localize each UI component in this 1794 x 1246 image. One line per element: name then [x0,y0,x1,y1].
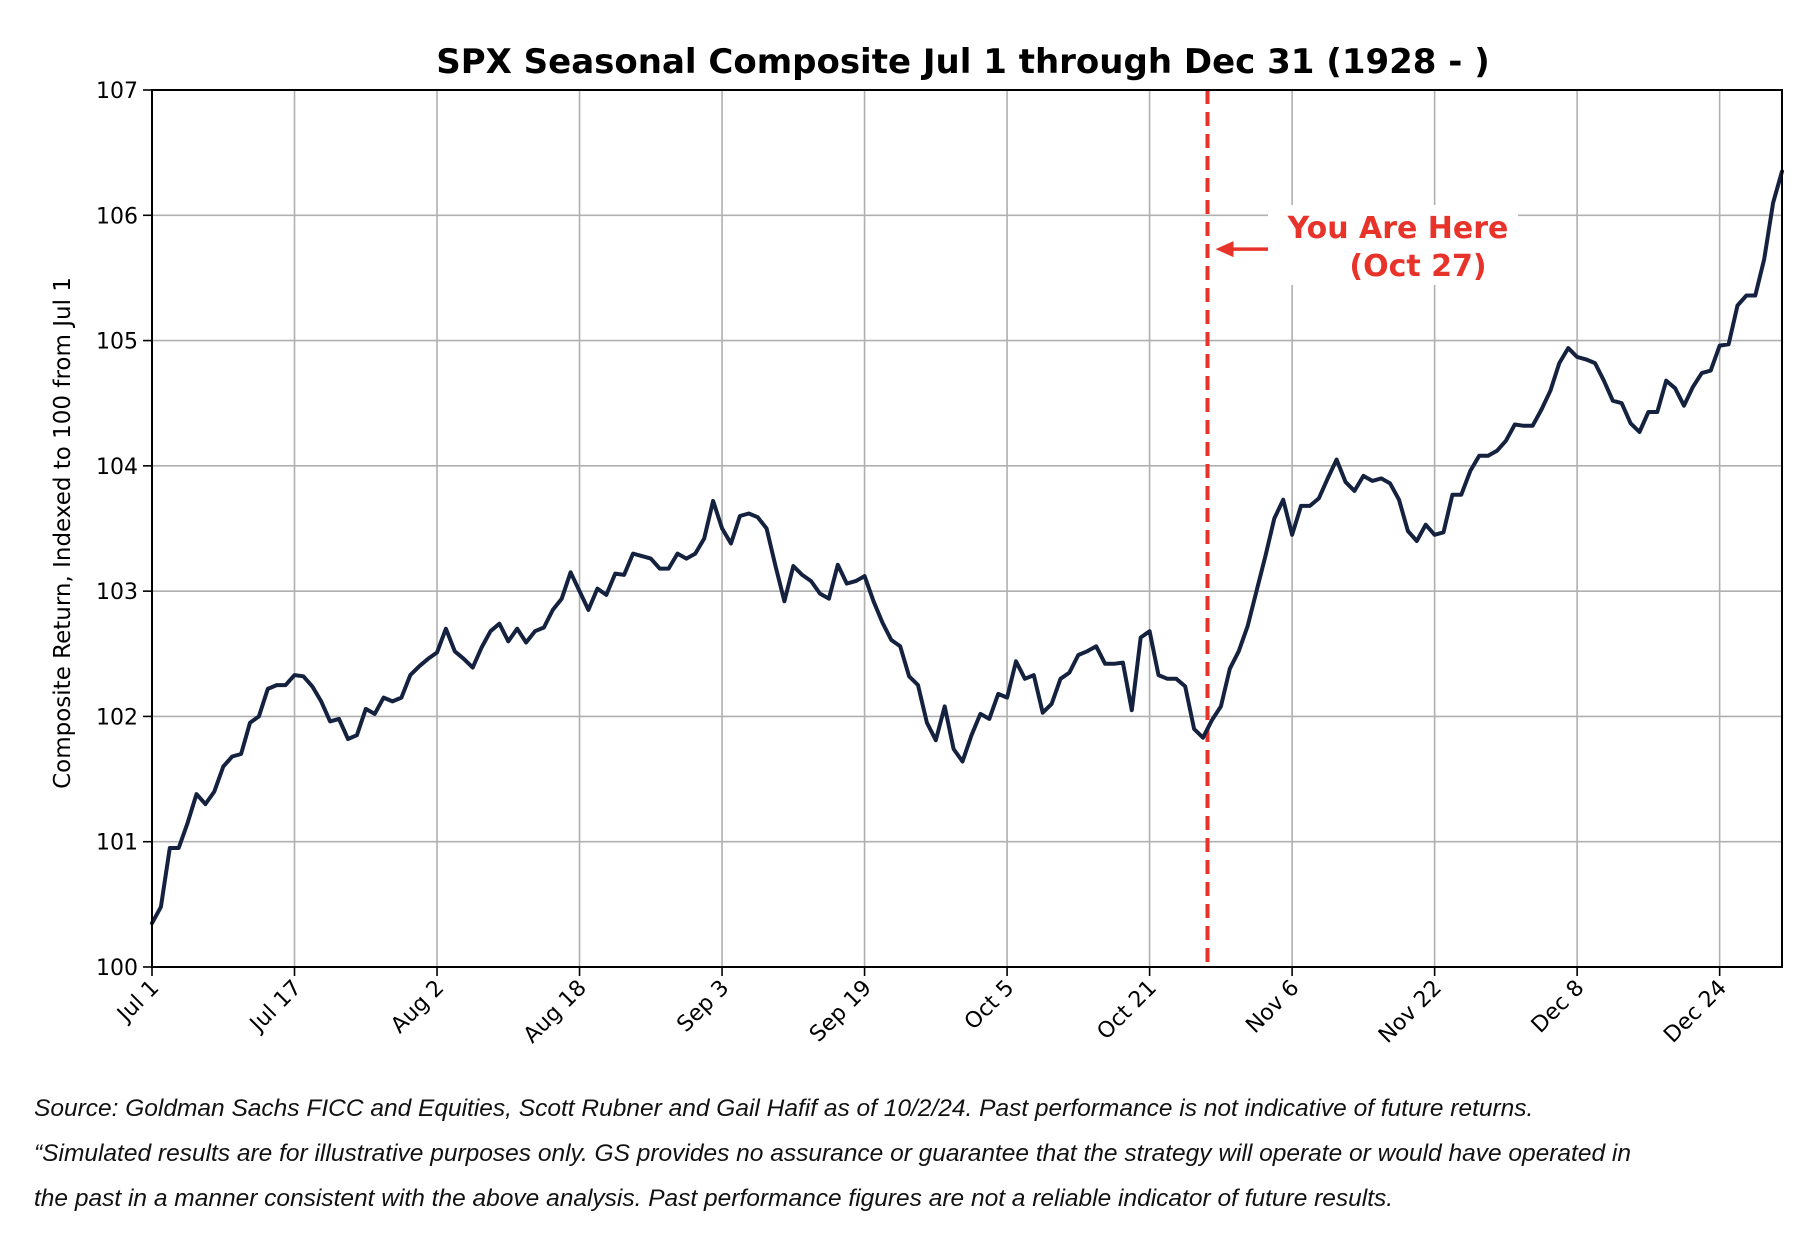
x-tick-label: Dec 8 [1527,976,1590,1039]
series-layer [150,169,1784,926]
y-axis-ticks: 100 101 102 103 104 105 106 107 [96,79,152,981]
x-axis-ticks: Jul 1 Jul 17 Aug 2 Aug 18 Sep 3 Sep 19 Oct 5 Oc… [112,967,1732,1048]
footnote-line-3: the past in a manner consistent with the… [34,1185,1394,1212]
x-tick-label: Nov 22 [1374,976,1447,1049]
annotation-text-line1: You Are Here [1287,211,1509,246]
grid-lines [151,89,1782,968]
plot-frame [151,89,1783,968]
y-tick-label: 102 [96,705,138,730]
y-tick-label: 101 [96,831,138,856]
y-tick-label: 103 [96,580,138,605]
y-tick-label: 104 [96,455,138,480]
x-tick-label: Aug 18 [519,976,592,1049]
x-tick-label: Sep 3 [672,976,734,1038]
y-tick-label: 107 [96,79,138,104]
x-tick-label: Nov 6 [1241,976,1304,1039]
you-are-here-annotation: You Are Here (Oct 27) [1268,205,1518,285]
y-axis-label: Composite Return, Indexed to 100 from Ju… [50,277,76,789]
arrow-head [1215,241,1234,258]
x-tick-label: Oct 21 [1093,976,1162,1045]
chart-title: SPX Seasonal Composite Jul 1 through Dec… [436,42,1490,82]
series-line [150,169,1784,926]
x-tick-label: Aug 2 [386,976,449,1039]
footnote-line-2: “Simulated results are for illustrative … [34,1140,1631,1167]
source-footnote: Source: Goldman Sachs FICC and Equities,… [34,1086,1784,1221]
annotation-background [1268,205,1518,285]
y-tick-label: 106 [96,204,138,229]
x-tick-label: Sep 19 [805,976,877,1048]
seasonal-line-chart: SPX Seasonal Composite Jul 1 through Dec… [50,42,1784,1048]
x-tick-label: Dec 24 [1659,976,1732,1049]
x-tick-label: Jul 17 [244,976,307,1039]
annotation-text-line2: (Oct 27) [1349,249,1486,284]
x-tick-label: Oct 5 [960,976,1019,1035]
x-tick-label: Jul 1 [112,976,165,1029]
y-tick-label: 105 [96,330,138,355]
footnote-line-1: Source: Goldman Sachs FICC and Equities,… [34,1095,1534,1122]
y-tick-label: 100 [96,956,138,981]
